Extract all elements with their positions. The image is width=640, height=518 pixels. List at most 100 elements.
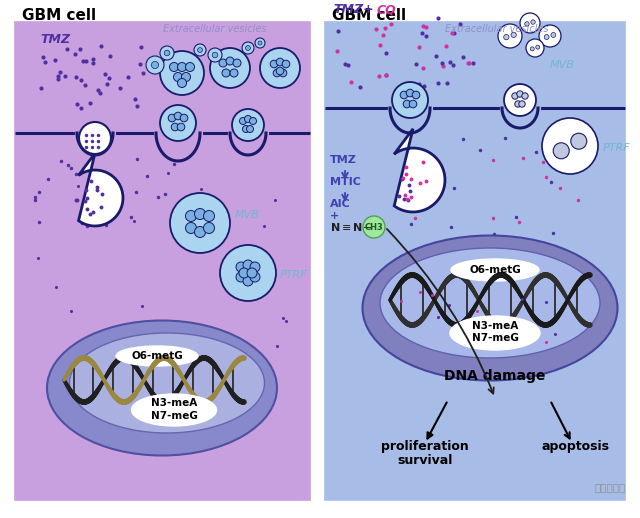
Circle shape [236,272,246,282]
Circle shape [160,105,196,141]
Circle shape [539,25,561,47]
Polygon shape [79,153,123,226]
Circle shape [571,133,587,149]
Circle shape [204,210,214,222]
Circle shape [412,91,420,99]
Circle shape [515,101,521,107]
Circle shape [363,216,385,238]
Circle shape [226,57,234,65]
Circle shape [164,50,170,56]
Circle shape [177,63,186,71]
Circle shape [172,123,179,131]
Circle shape [536,45,540,49]
Ellipse shape [362,236,618,381]
Circle shape [246,125,253,133]
Circle shape [230,69,238,77]
Circle shape [243,260,253,270]
Circle shape [531,20,535,24]
Circle shape [186,223,196,234]
Circle shape [246,46,250,50]
Circle shape [219,59,227,67]
Text: +: + [330,211,339,221]
Text: O6-metG: O6-metG [131,351,183,361]
Text: N$\equiv$N$-$: N$\equiv$N$-$ [330,221,372,233]
Text: GBM cell: GBM cell [332,8,406,23]
Text: proliferation: proliferation [381,440,469,453]
Circle shape [531,47,534,51]
Circle shape [243,125,250,133]
Text: TMZ+: TMZ+ [333,3,374,16]
Text: TMZ: TMZ [330,155,357,165]
Ellipse shape [450,316,540,350]
Circle shape [250,262,260,272]
Circle shape [522,93,528,99]
Circle shape [279,69,287,77]
Circle shape [553,143,569,159]
Circle shape [498,24,522,48]
Circle shape [239,118,246,124]
Circle shape [220,245,276,301]
Text: AIC: AIC [330,199,351,209]
Circle shape [544,35,549,39]
Circle shape [236,262,246,272]
Text: PTRF: PTRF [280,270,308,280]
Text: CH3: CH3 [365,223,383,232]
Text: MVB: MVB [235,210,260,220]
Text: survival: survival [397,454,452,467]
Circle shape [146,56,164,74]
Text: O6-metG: O6-metG [469,265,521,275]
Circle shape [195,209,205,220]
Text: N3-meA: N3-meA [151,398,197,408]
Circle shape [519,101,525,107]
Circle shape [258,41,262,45]
Circle shape [511,32,516,37]
Text: CQ: CQ [377,3,397,16]
Circle shape [180,114,188,122]
Circle shape [152,62,159,68]
Circle shape [526,39,544,57]
Bar [325,22,625,500]
Circle shape [160,51,204,95]
Circle shape [276,67,284,75]
Ellipse shape [70,333,264,433]
Circle shape [186,210,196,222]
Circle shape [160,46,174,60]
Circle shape [551,33,556,37]
Circle shape [168,114,176,122]
Circle shape [406,89,414,97]
Circle shape [177,123,185,131]
Circle shape [177,79,186,88]
Circle shape [276,58,284,66]
Circle shape [244,116,252,122]
Circle shape [542,118,598,174]
Circle shape [212,52,218,58]
Circle shape [250,118,257,124]
Circle shape [282,60,290,68]
Text: GBM cell: GBM cell [22,8,96,23]
Circle shape [198,48,202,52]
Text: apoptosis: apoptosis [541,440,609,453]
Circle shape [242,42,254,54]
Circle shape [174,112,182,120]
Text: PTRF: PTRF [603,143,630,153]
Circle shape [255,38,265,48]
Circle shape [403,100,411,108]
Text: 外泌体之家: 外泌体之家 [595,482,626,492]
Circle shape [195,226,205,237]
Circle shape [392,82,428,118]
Circle shape [208,48,222,62]
Text: Extracellular vesicles: Extracellular vesicles [445,24,548,34]
Circle shape [182,73,191,81]
Ellipse shape [116,346,198,366]
Text: Extracellular vesicles: Extracellular vesicles [163,24,267,34]
Circle shape [170,193,230,253]
Circle shape [247,268,257,278]
Circle shape [186,63,195,71]
Circle shape [243,276,253,286]
Circle shape [400,91,408,99]
Circle shape [260,48,300,88]
Text: N3-meA: N3-meA [472,321,518,331]
Polygon shape [394,129,445,212]
Circle shape [520,13,540,33]
Text: MTIC: MTIC [330,177,361,187]
